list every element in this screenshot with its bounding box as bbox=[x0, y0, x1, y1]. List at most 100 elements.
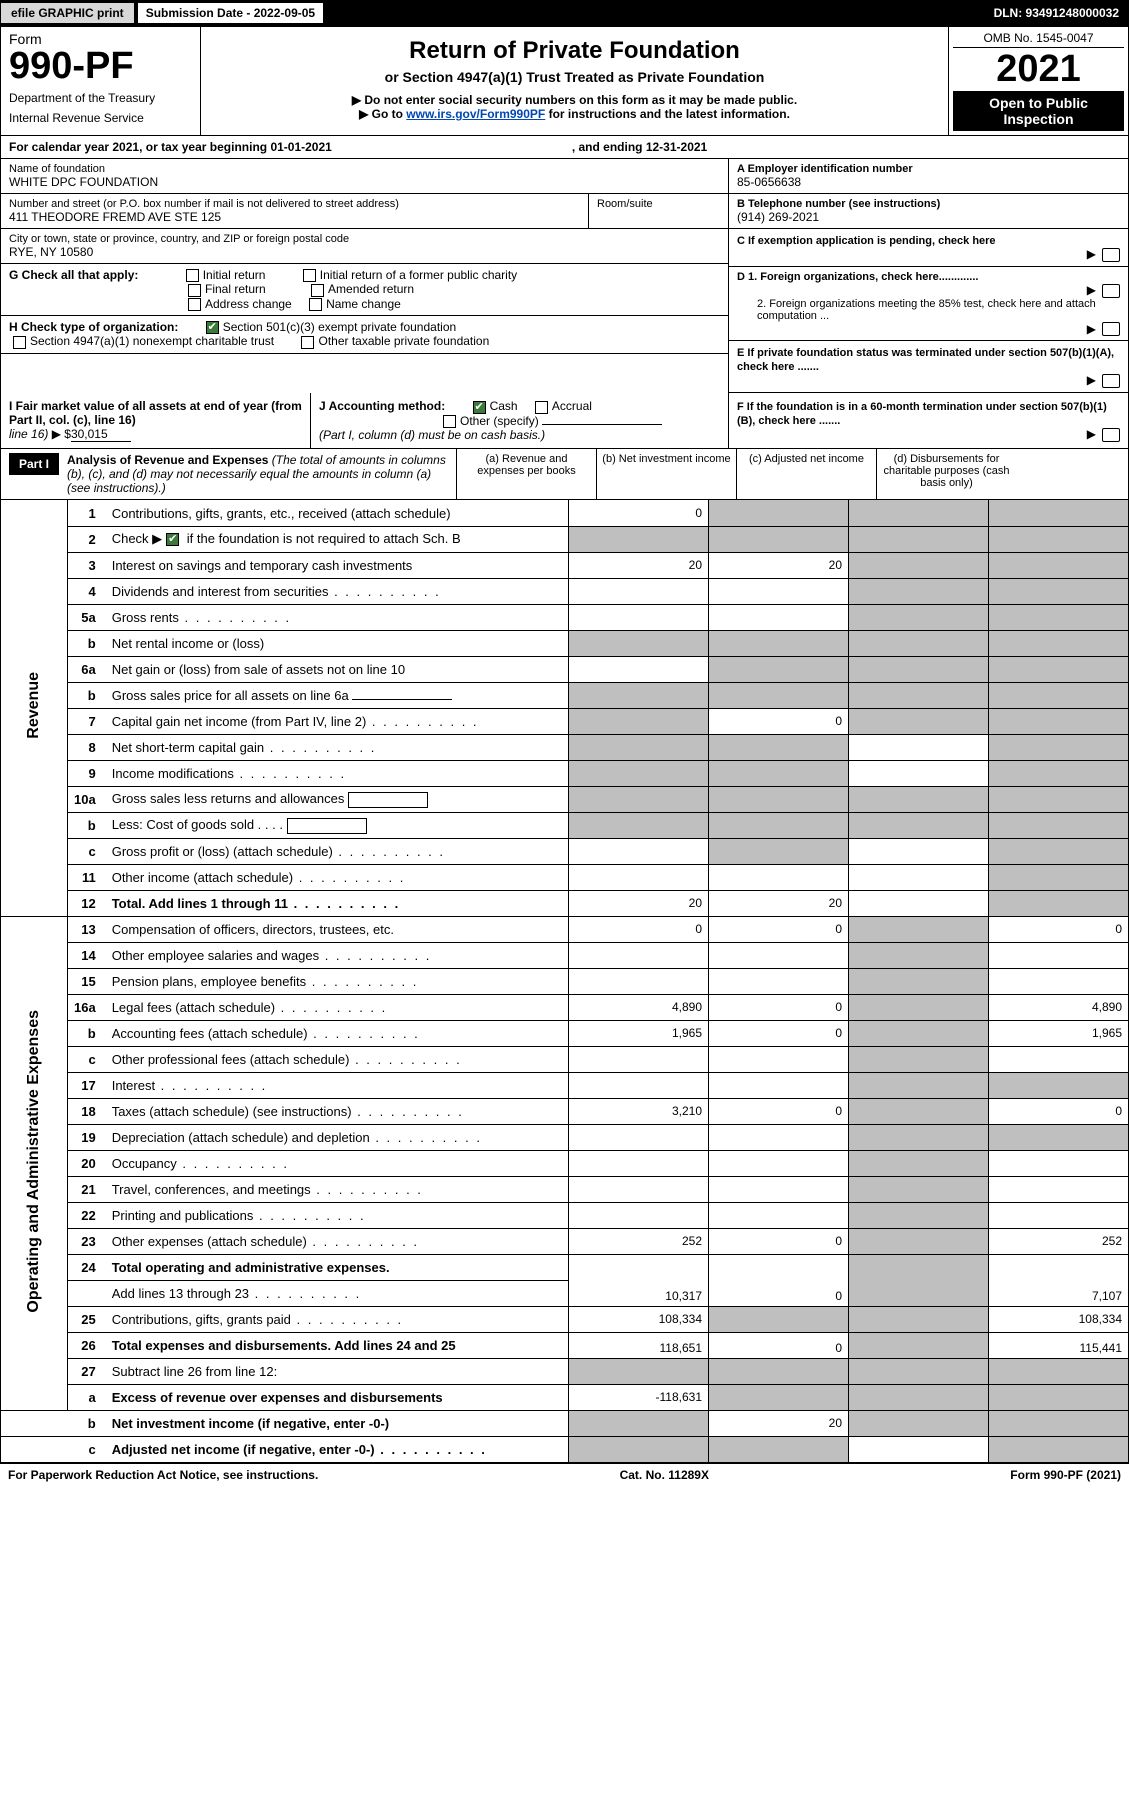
table-row: 4Dividends and interest from securities bbox=[1, 578, 1129, 604]
table-row: 15Pension plans, employee benefits bbox=[1, 968, 1129, 994]
form-header: Form 990-PF Department of the Treasury I… bbox=[0, 26, 1129, 136]
calendar-year-row: For calendar year 2021, or tax year begi… bbox=[0, 136, 1129, 159]
efile-print-button[interactable]: efile GRAPHIC print bbox=[0, 2, 135, 24]
table-row: 8Net short-term capital gain bbox=[1, 734, 1129, 760]
col-d-header: (d) Disbursements for charitable purpose… bbox=[884, 453, 1010, 489]
table-row: 12Total. Add lines 1 through 11 2020 bbox=[1, 890, 1129, 916]
table-row: cGross profit or (loss) (attach schedule… bbox=[1, 838, 1129, 864]
cb-initial[interactable] bbox=[186, 269, 199, 282]
cb-initial-former[interactable] bbox=[303, 269, 316, 282]
table-row: Operating and Administrative Expenses 13… bbox=[1, 916, 1129, 942]
cb-other-taxable[interactable] bbox=[301, 336, 314, 349]
cb-addrchange[interactable] bbox=[188, 298, 201, 311]
table-row: 26Total expenses and disbursements. Add … bbox=[1, 1332, 1129, 1358]
name-label: Name of foundation bbox=[9, 163, 720, 175]
cb-other-method[interactable] bbox=[443, 415, 456, 428]
cb-c[interactable] bbox=[1102, 248, 1120, 262]
part1-header: Part I Analysis of Revenue and Expenses … bbox=[0, 449, 1129, 500]
col-c-header: (c) Adjusted net income bbox=[749, 453, 864, 465]
table-row: bGross sales price for all assets on lin… bbox=[1, 682, 1129, 708]
city-value: RYE, NY 10580 bbox=[9, 245, 720, 259]
form990pf-link[interactable]: www.irs.gov/Form990PF bbox=[406, 107, 545, 121]
form-number: 990-PF bbox=[9, 47, 192, 85]
a-label: A Employer identification number bbox=[737, 163, 1120, 175]
table-row: Revenue 1Contributions, gifts, grants, e… bbox=[1, 500, 1129, 526]
open-inspection: Open to Public Inspection bbox=[953, 91, 1124, 131]
cb-schb[interactable] bbox=[166, 533, 179, 546]
revenue-side-label: Revenue bbox=[25, 672, 43, 739]
footer-left: For Paperwork Reduction Act Notice, see … bbox=[8, 1468, 318, 1482]
table-row: 21Travel, conferences, and meetings bbox=[1, 1176, 1129, 1202]
i-label: I Fair market value of all assets at end… bbox=[9, 399, 302, 427]
cb-d1[interactable] bbox=[1102, 284, 1120, 298]
footer-right: Form 990-PF (2021) bbox=[1010, 1468, 1121, 1482]
omb-number: OMB No. 1545-0047 bbox=[953, 31, 1124, 48]
cb-amended[interactable] bbox=[311, 284, 324, 297]
table-row: 24Total operating and administrative exp… bbox=[1, 1254, 1129, 1280]
table-row: cOther professional fees (attach schedul… bbox=[1, 1046, 1129, 1072]
e-label: E If private foundation status was termi… bbox=[737, 347, 1114, 373]
part1-title: Analysis of Revenue and Expenses bbox=[67, 453, 268, 467]
part1-label: Part I bbox=[9, 453, 59, 475]
name-cell: Name of foundation WHITE DPC FOUNDATION bbox=[1, 159, 728, 194]
fmv-value: 30,015 bbox=[71, 427, 131, 442]
g-label: G Check all that apply: bbox=[9, 268, 138, 282]
col-a-header: (a) Revenue and expenses per books bbox=[477, 453, 575, 477]
city-label: City or town, state or province, country… bbox=[9, 233, 720, 245]
table-row: 14Other employee salaries and wages bbox=[1, 942, 1129, 968]
table-row: 7Capital gain net income (from Part IV, … bbox=[1, 708, 1129, 734]
c-label: C If exemption application is pending, c… bbox=[737, 235, 996, 247]
table-row: 5aGross rents bbox=[1, 604, 1129, 630]
dln-label: DLN: 93491248000032 bbox=[984, 3, 1129, 23]
ein-value: 85-0656638 bbox=[737, 175, 1120, 189]
main-table: Revenue 1Contributions, gifts, grants, e… bbox=[0, 500, 1129, 1463]
table-row: bAccounting fees (attach schedule) 1,965… bbox=[1, 1020, 1129, 1046]
table-row: 9Income modifications bbox=[1, 760, 1129, 786]
footer: For Paperwork Reduction Act Notice, see … bbox=[0, 1463, 1129, 1486]
table-row: 2Check ▶ if the foundation is not requir… bbox=[1, 526, 1129, 552]
h-label: H Check type of organization: bbox=[9, 320, 178, 334]
table-row: 10aGross sales less returns and allowanc… bbox=[1, 786, 1129, 812]
tax-year: 2021 bbox=[953, 48, 1124, 91]
calyear-begin: For calendar year 2021, or tax year begi… bbox=[9, 140, 332, 154]
cb-4947[interactable] bbox=[13, 336, 26, 349]
form-title: Return of Private Foundation bbox=[211, 37, 938, 65]
table-row: 25Contributions, gifts, grants paid 108,… bbox=[1, 1306, 1129, 1332]
table-row: cAdjusted net income (if negative, enter… bbox=[1, 1436, 1129, 1462]
cb-cash[interactable] bbox=[473, 401, 486, 414]
table-row: bNet investment income (if negative, ent… bbox=[1, 1410, 1129, 1436]
form-subtitle: or Section 4947(a)(1) Trust Treated as P… bbox=[211, 69, 938, 85]
table-row: bLess: Cost of goods sold . . . . bbox=[1, 812, 1129, 838]
calyear-end: , and ending 12-31-2021 bbox=[572, 140, 707, 154]
submission-date-label: Submission Date - 2022-09-05 bbox=[137, 2, 324, 24]
b-label: B Telephone number (see instructions) bbox=[737, 198, 1120, 210]
f-label: F If the foundation is in a 60-month ter… bbox=[737, 401, 1107, 427]
cb-namechange[interactable] bbox=[309, 298, 322, 311]
phone-value: (914) 269-2021 bbox=[737, 210, 1120, 224]
cb-d2[interactable] bbox=[1102, 322, 1120, 336]
d2-label: 2. Foreign organizations meeting the 85%… bbox=[737, 298, 1120, 322]
info-grid: Name of foundation WHITE DPC FOUNDATION … bbox=[0, 159, 1129, 393]
address-value: 411 THEODORE FREMD AVE STE 125 bbox=[9, 210, 580, 224]
foundation-name: WHITE DPC FOUNDATION bbox=[9, 175, 720, 189]
table-row: 11Other income (attach schedule) bbox=[1, 864, 1129, 890]
table-row: 17Interest bbox=[1, 1072, 1129, 1098]
note-ssn: ▶ Do not enter social security numbers o… bbox=[211, 93, 938, 107]
table-row: 19Depreciation (attach schedule) and dep… bbox=[1, 1124, 1129, 1150]
table-row: 23Other expenses (attach schedule) 25202… bbox=[1, 1228, 1129, 1254]
table-row: 3Interest on savings and temporary cash … bbox=[1, 552, 1129, 578]
cb-e[interactable] bbox=[1102, 374, 1120, 388]
ops-side-label: Operating and Administrative Expenses bbox=[25, 1010, 43, 1313]
irs-label: Internal Revenue Service bbox=[9, 111, 192, 125]
cb-accrual[interactable] bbox=[535, 401, 548, 414]
cb-501c3[interactable] bbox=[206, 321, 219, 334]
table-row: 27Subtract line 26 from line 12: bbox=[1, 1358, 1129, 1384]
table-row: 6aNet gain or (loss) from sale of assets… bbox=[1, 656, 1129, 682]
dept-label: Department of the Treasury bbox=[9, 91, 192, 105]
address-label: Number and street (or P.O. box number if… bbox=[9, 198, 580, 210]
j-label: J Accounting method: bbox=[319, 399, 445, 413]
cb-f[interactable] bbox=[1102, 428, 1120, 442]
cb-final[interactable] bbox=[188, 284, 201, 297]
table-row: 20Occupancy bbox=[1, 1150, 1129, 1176]
table-row: 18Taxes (attach schedule) (see instructi… bbox=[1, 1098, 1129, 1124]
